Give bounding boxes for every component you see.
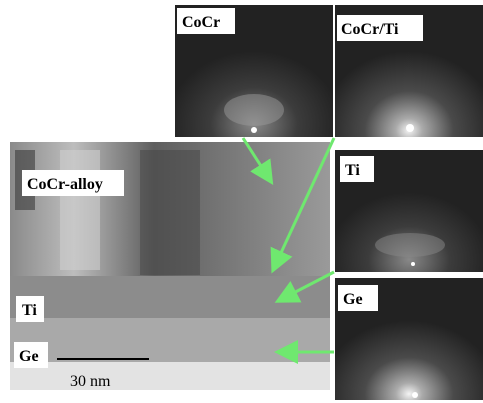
panel-label: CoCr/Ti: [341, 21, 399, 38]
layer-label: CoCr-alloy: [27, 176, 103, 193]
figure: CoCr-alloy Ti Ge 30 nm CoCr CoCr/Ti Ti G…: [0, 0, 483, 403]
panel-label: Ge: [343, 291, 363, 308]
layer-label: Ti: [22, 302, 37, 319]
diffraction-panel: CoCr/Ti: [335, 5, 483, 137]
layer-label: Ge: [19, 348, 39, 365]
diffraction-panel: CoCr: [175, 5, 333, 137]
panel-label: Ti: [345, 162, 360, 179]
panel-label: CoCr: [182, 14, 220, 31]
diffraction-panel: Ti: [335, 150, 483, 272]
diffraction-panel: Ge: [335, 278, 483, 400]
scale-bar-label: 30 nm: [70, 373, 111, 390]
